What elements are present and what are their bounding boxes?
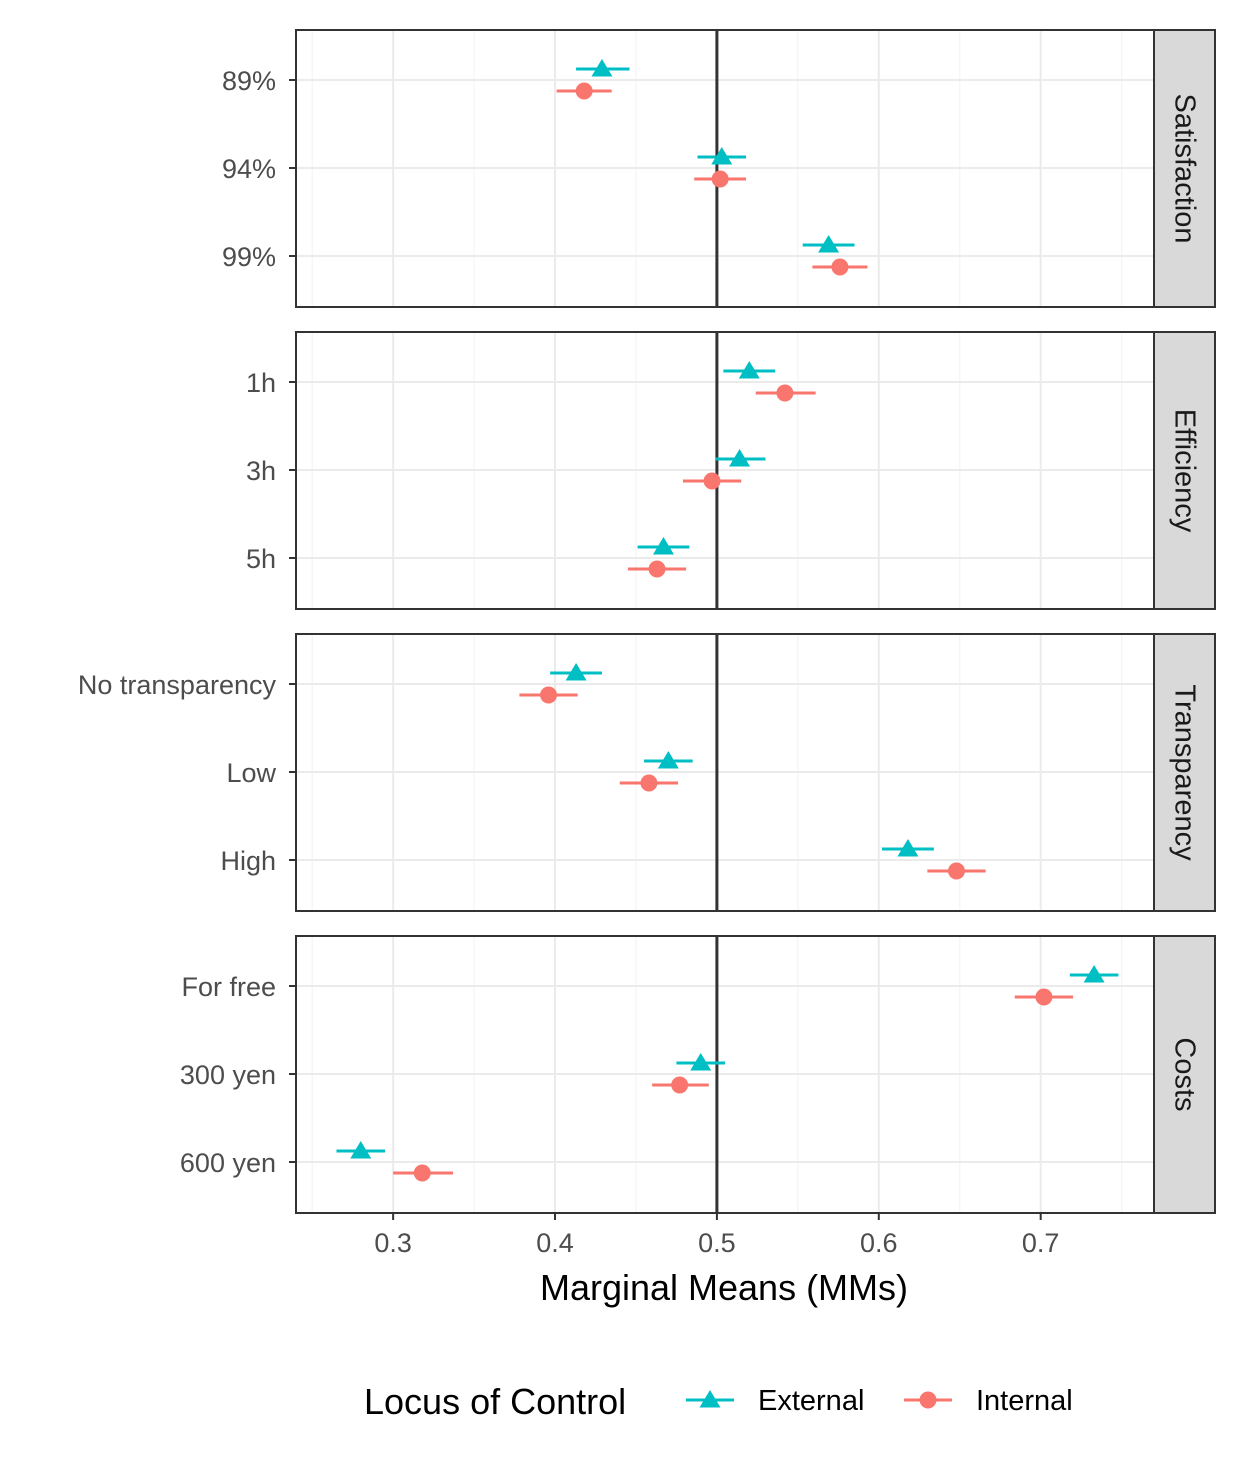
y-tick-label: Low [226, 758, 276, 788]
x-tick-label: 0.6 [860, 1228, 898, 1258]
legend-label: External [758, 1385, 864, 1417]
facet-panel-satisfaction: 89% 94% 99% Satisfaction [222, 29, 1216, 308]
data-point-internal [947, 862, 965, 880]
data-point-external [591, 59, 613, 77]
data-point-external [818, 235, 840, 253]
data-point-internal [711, 170, 729, 188]
legend: Locus of Control External Internal [364, 1381, 1073, 1422]
y-tick-label: High [220, 846, 276, 876]
y-tick-label: For free [181, 972, 276, 1002]
y-tick-label: 3h [246, 456, 276, 486]
facet-strip-label: Costs [1169, 1037, 1201, 1111]
facet-strip [1153, 935, 1216, 1214]
data-point-external [657, 751, 679, 769]
data-point-external [565, 663, 587, 681]
data-point-internal [776, 384, 794, 402]
x-tick-label: 0.4 [536, 1228, 574, 1258]
data-point-external [652, 537, 674, 555]
facet-strip-label: Satisfaction [1169, 94, 1201, 244]
y-tick-label: 99% [222, 242, 276, 272]
data-point-external [350, 1141, 372, 1159]
x-axis-title: Marginal Means (MMs) [540, 1267, 908, 1308]
legend-key-triangle-icon [699, 1390, 721, 1408]
legend-label: Internal [976, 1385, 1073, 1417]
legend-key-circle-icon [919, 1391, 937, 1409]
facet-panel-transparency: No transparency Low High Transparency [78, 633, 1216, 912]
y-tick-label: 5h [246, 544, 276, 574]
data-point-internal [671, 1076, 689, 1094]
facet-panel-costs: For free 300 yen 600 yen Costs [180, 935, 1216, 1214]
x-axis: 0.3 0.4 0.5 0.6 0.7 [374, 1213, 1059, 1258]
y-tick-label: 600 yen [180, 1148, 276, 1178]
legend-item-internal: Internal [904, 1385, 1073, 1417]
data-point-internal [1035, 988, 1053, 1006]
data-point-internal [640, 774, 658, 792]
data-point-external [711, 147, 733, 165]
x-tick-label: 0.3 [374, 1228, 412, 1258]
data-point-internal [703, 472, 721, 490]
y-tick-label: 300 yen [180, 1060, 276, 1090]
y-tick-label: 1h [246, 368, 276, 398]
facet-strip [1153, 331, 1216, 610]
data-point-internal [413, 1164, 431, 1182]
y-tick-label: 89% [222, 66, 276, 96]
data-point-internal [831, 258, 849, 276]
facet-strip [1153, 29, 1216, 308]
legend-items: External Internal [686, 1385, 1073, 1417]
data-point-external [729, 449, 751, 467]
legend-title: Locus of Control [364, 1381, 626, 1422]
data-point-external [690, 1053, 712, 1071]
facet-strip-label: Efficiency [1169, 409, 1201, 533]
x-tick-label: 0.5 [698, 1228, 736, 1258]
data-point-external [897, 839, 919, 857]
legend-item-external: External [686, 1385, 864, 1417]
y-tick-label: 94% [222, 154, 276, 184]
data-point-external [1083, 965, 1105, 983]
y-tick-label: No transparency [78, 670, 277, 700]
data-point-external [738, 361, 760, 379]
data-point-internal [648, 560, 666, 578]
facet-panels: 89% 94% 99% Satisfaction 1h 3h 5h Efficiency No … [78, 29, 1216, 1214]
data-point-internal [540, 686, 558, 704]
x-tick-label: 0.7 [1022, 1228, 1060, 1258]
data-point-internal [575, 82, 593, 100]
facet-strip-label: Transparency [1169, 684, 1201, 861]
facet-strip [1153, 633, 1216, 912]
facet-panel-efficiency: 1h 3h 5h Efficiency [246, 331, 1216, 610]
